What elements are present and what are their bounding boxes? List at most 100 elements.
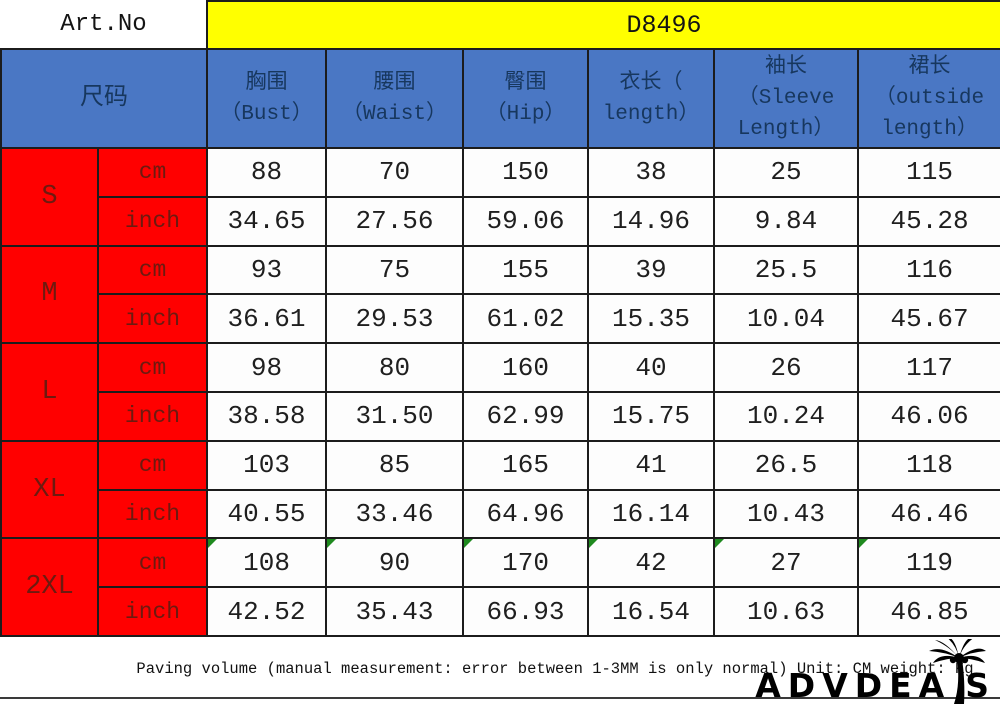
size-label-cell: M <box>0 244 99 345</box>
model-number-cell: D8496 <box>206 0 1000 50</box>
value-cell: 98 <box>206 342 328 393</box>
header-line: length） <box>881 118 978 141</box>
header-line: length） <box>602 102 700 126</box>
value-cell: 15.75 <box>587 390 716 442</box>
header-sleeve-length-cell: 袖长 （Sleeve Length） <box>713 48 860 149</box>
value-cell: 42.52 <box>206 586 328 637</box>
watermark-text-left: ADVDEA <box>755 666 952 705</box>
value-cell: 75 <box>325 244 465 296</box>
value-cell: 119 <box>857 537 1000 589</box>
unit-cell: cm <box>96 244 209 296</box>
value-cell: 14.96 <box>587 195 716 247</box>
header-hip-cell: 臀围 （Hip） <box>462 48 590 149</box>
value-cell: 46.46 <box>857 488 1000 540</box>
unit-cell: inch <box>96 195 209 247</box>
table-row-s-cm: S cm 88 70 150 38 25 115 <box>0 147 1000 247</box>
table-row-xl-cm: XL cm 103 85 165 41 26.5 118 <box>0 439 1000 540</box>
table-row-m-cm: M cm 93 75 155 39 25.5 116 <box>0 244 1000 345</box>
size-chart-table: Art.No D8496 尺码 胸围 （Bust） 腰围 （Waist） 臀围 … <box>0 0 1000 637</box>
value-cell: 27 <box>713 537 860 589</box>
table-row-s-inch: inch 34.65 27.56 59.06 14.96 9.84 45.28 <box>1 195 1000 247</box>
value-cell: 39 <box>587 244 716 296</box>
unit-cell: cm <box>96 147 209 198</box>
value-cell: 90 <box>325 537 465 589</box>
table-row-2xl-cm: 2XL cm 108 90 170 42 27 119 <box>0 537 1000 637</box>
header-line: （Sleeve <box>737 87 835 110</box>
header-outside-length-cell: 裙长 （outside length） <box>857 48 1000 149</box>
size-label-cell: XL <box>0 439 99 540</box>
header-line: 裙长 <box>908 56 951 79</box>
size-label-cell: S <box>0 147 99 247</box>
value-cell: 46.85 <box>857 586 1000 637</box>
value-cell: 26 <box>713 342 860 393</box>
header-line: 腰围 <box>373 71 416 95</box>
value-cell: 29.53 <box>325 293 465 345</box>
value-cell: 16.54 <box>587 586 716 637</box>
unit-cell: cm <box>96 342 209 393</box>
unit-cell: inch <box>96 390 209 442</box>
watermark-text-right: S <box>965 666 996 705</box>
value-cell: 160 <box>462 342 590 393</box>
value-cell: 45.28 <box>857 195 1000 247</box>
table-row-m-inch: inch 36.61 29.53 61.02 15.35 10.04 45.67 <box>1 293 1000 345</box>
header-line: Length） <box>737 118 835 141</box>
value-cell: 31.50 <box>325 390 465 442</box>
value-cell: 38 <box>587 147 716 198</box>
header-line: 胸围 <box>245 71 288 95</box>
value-cell: 116 <box>857 244 1000 296</box>
value-cell: 40 <box>587 342 716 393</box>
size-label-cell: L <box>0 342 99 442</box>
value-cell: 66.93 <box>462 586 590 637</box>
header-bust-cell: 胸围 （Bust） <box>206 48 328 149</box>
value-cell: 15.35 <box>587 293 716 345</box>
value-cell: 10.63 <box>713 586 860 637</box>
value-cell: 62.99 <box>462 390 590 442</box>
value-cell: 150 <box>462 147 590 198</box>
header-length-cell: 衣长（ length） <box>587 48 716 149</box>
header-line: （Bust） <box>220 102 313 126</box>
art-no-row: Art.No D8496 <box>1 0 1000 50</box>
value-cell: 45.67 <box>857 293 1000 345</box>
value-cell: 108 <box>206 537 328 589</box>
value-cell: 41 <box>587 439 716 491</box>
header-line: 袖长 <box>765 56 808 79</box>
unit-cell: inch <box>96 488 209 540</box>
value-cell: 117 <box>857 342 1000 393</box>
value-cell: 36.61 <box>206 293 328 345</box>
value-cell: 26.5 <box>713 439 860 491</box>
column-header-row: 尺码 胸围 （Bust） 腰围 （Waist） 臀围 （Hip） 衣长（ len… <box>0 48 1000 149</box>
art-no-label-cell: Art.No <box>1 1 209 50</box>
value-cell: 170 <box>462 537 590 589</box>
value-cell: 10.24 <box>713 390 860 442</box>
value-cell: 34.65 <box>206 195 328 247</box>
header-line: （outside <box>874 87 985 110</box>
header-size-cell: 尺码 <box>0 48 209 149</box>
table-row-l-cm: L cm 98 80 160 40 26 117 <box>0 342 1000 442</box>
measurement-note: Paving volume (manual measurement: error… <box>136 660 974 678</box>
value-cell: 33.46 <box>325 488 465 540</box>
unit-cell: cm <box>96 439 209 491</box>
value-cell: 61.02 <box>462 293 590 345</box>
size-label-cell: 2XL <box>0 537 99 637</box>
advdeals-watermark: ADVDEA S <box>755 639 996 705</box>
header-line: 衣长（ <box>619 71 683 95</box>
value-cell: 25 <box>713 147 860 198</box>
value-cell: 10.43 <box>713 488 860 540</box>
value-cell: 25.5 <box>713 244 860 296</box>
value-cell: 155 <box>462 244 590 296</box>
value-cell: 118 <box>857 439 1000 491</box>
value-cell: 165 <box>462 439 590 491</box>
value-cell: 40.55 <box>206 488 328 540</box>
palm-tree-icon <box>929 639 987 704</box>
header-line: 臀围 <box>504 71 547 95</box>
value-cell: 103 <box>206 439 328 491</box>
value-cell: 16.14 <box>587 488 716 540</box>
value-cell: 42 <box>587 537 716 589</box>
value-cell: 115 <box>857 147 1000 198</box>
value-cell: 64.96 <box>462 488 590 540</box>
unit-cell: inch <box>96 586 209 637</box>
value-cell: 70 <box>325 147 465 198</box>
table-row-xl-inch: inch 40.55 33.46 64.96 16.14 10.43 46.46 <box>1 488 1000 540</box>
value-cell: 93 <box>206 244 328 296</box>
value-cell: 88 <box>206 147 328 198</box>
